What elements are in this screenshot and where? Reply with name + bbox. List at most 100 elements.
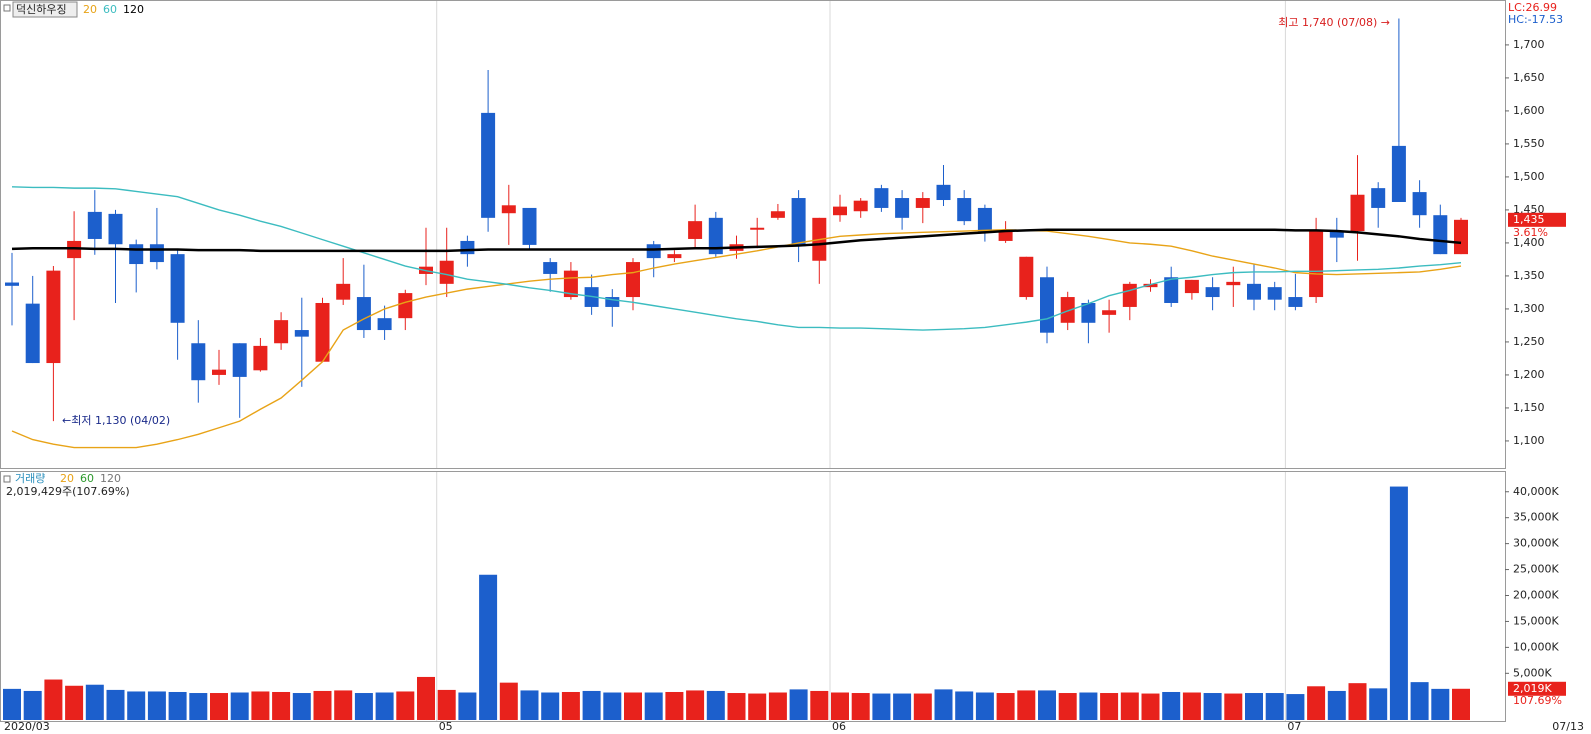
volume-bar	[3, 688, 21, 720]
candle-body	[708, 217, 723, 255]
volume-bar	[251, 691, 270, 720]
current-price-label: 1,435	[1513, 213, 1545, 226]
x-tick-label: 2020/03	[4, 720, 50, 733]
volume-bar	[975, 692, 994, 720]
y-tick-label: 1,650	[1513, 71, 1545, 84]
volume-bar	[1327, 690, 1346, 720]
volume-bar	[499, 682, 518, 720]
candle-body	[1205, 287, 1220, 298]
volume-bar	[1038, 690, 1056, 720]
volume-bar	[706, 690, 725, 720]
candle-body	[460, 240, 475, 255]
volume-bar	[479, 574, 498, 720]
y-tick-label: 1,450	[1513, 203, 1545, 216]
volume-bar	[147, 691, 166, 720]
candle-body	[1267, 287, 1282, 300]
candle-body	[605, 297, 620, 307]
volume-bar	[727, 693, 746, 720]
volume-bar	[1410, 682, 1429, 720]
volume-bar	[65, 685, 84, 720]
volume-bar	[541, 692, 560, 720]
volume-bar	[603, 692, 622, 720]
candle-body	[1433, 215, 1448, 255]
volume-bar	[168, 691, 187, 720]
moving-average	[11, 228, 1462, 253]
candle-body	[25, 303, 40, 364]
volume-bar	[1058, 693, 1077, 720]
candle-body	[315, 302, 330, 362]
volume-bar	[1182, 692, 1201, 720]
y-tick-label: 25,000K	[1513, 563, 1559, 576]
price-panel	[0, 0, 1506, 469]
candle-body	[1102, 310, 1117, 315]
volume-title: 거래량	[15, 472, 45, 485]
y-tick-label: 1,200	[1513, 368, 1545, 381]
y-tick-label: 15,000K	[1513, 614, 1559, 627]
y-tick-label: 40,000K	[1513, 485, 1559, 498]
volume-bar	[768, 692, 787, 720]
candle-body	[336, 283, 351, 300]
candle-body	[1412, 192, 1427, 216]
y-tick-label: 1,400	[1513, 236, 1545, 249]
candle-body	[791, 198, 806, 247]
volume-bar	[872, 693, 891, 720]
volume-bar	[624, 692, 642, 720]
moving-average	[11, 186, 1462, 331]
volume-bar	[1369, 688, 1388, 720]
volume-bar	[375, 692, 394, 720]
y-tick-label: 1,350	[1513, 269, 1545, 282]
high-note: 최고 1,740 (07/08) →	[1278, 16, 1390, 29]
volume-bar	[1079, 692, 1098, 720]
candle-body	[1081, 302, 1096, 323]
lc-label: LC:26.99	[1508, 1, 1557, 14]
candle-body	[87, 211, 102, 239]
volume-panel	[0, 471, 1506, 722]
volume-bar	[127, 691, 146, 720]
legend-entry: 120	[100, 472, 121, 485]
change-label: 3.61%	[1513, 226, 1548, 239]
volume-bar	[686, 690, 705, 720]
volume-bar	[1162, 691, 1181, 720]
candle-body	[439, 260, 454, 284]
volume-bar	[831, 692, 849, 720]
volume-bar	[313, 690, 332, 720]
volume-bar	[1307, 686, 1326, 720]
volume-bar	[1203, 693, 1222, 720]
legend-entry: 120	[123, 3, 144, 16]
volume-bar	[1224, 693, 1243, 720]
current-price-tag	[1508, 212, 1566, 227]
volume-bar	[810, 690, 829, 720]
x-tick-label: 07	[1287, 720, 1301, 733]
candle-body	[957, 198, 972, 222]
volume-bar	[644, 692, 663, 720]
volume-bar	[789, 689, 808, 720]
volume-bar	[913, 693, 932, 720]
volume-bar	[1265, 693, 1284, 720]
volume-bar	[437, 689, 456, 720]
y-tick-label: 1,700	[1513, 38, 1545, 51]
volume-bar	[665, 691, 684, 720]
volume-bar	[396, 691, 415, 720]
candle-body	[895, 198, 910, 218]
y-tick-label: 1,150	[1513, 401, 1545, 414]
candle-body	[915, 198, 930, 208]
candle-body	[129, 244, 144, 265]
candle-body	[1371, 188, 1386, 208]
stock-title: 덕신하우징	[16, 2, 67, 16]
volume-bar	[748, 693, 767, 720]
y-tick-label: 35,000K	[1513, 511, 1559, 524]
candle-body	[501, 205, 516, 214]
candle-body	[1329, 231, 1344, 238]
candle-body	[688, 221, 703, 239]
candle-body	[977, 207, 992, 234]
candle-body	[874, 188, 889, 208]
candle-body	[294, 330, 309, 337]
y-tick-label: 5,000K	[1513, 666, 1552, 679]
candle-body	[149, 244, 164, 263]
legend-entry: 60	[103, 3, 117, 16]
volume-bar	[955, 691, 974, 720]
candle-body	[1226, 281, 1241, 286]
y-tick-label: 1,100	[1513, 434, 1545, 447]
volume-bar	[1389, 486, 1408, 720]
candle-body	[1309, 231, 1324, 298]
